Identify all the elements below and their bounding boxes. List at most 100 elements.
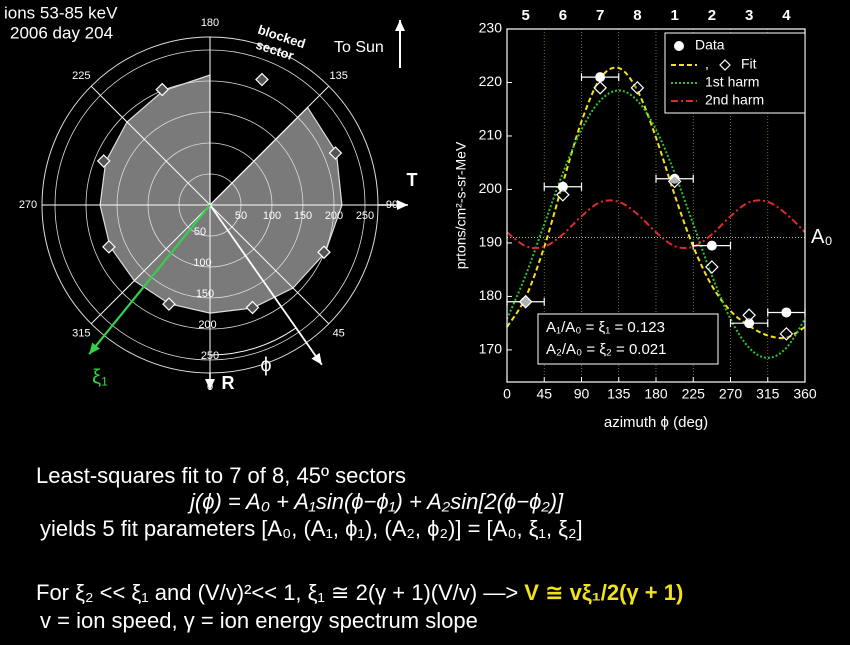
sector-label: 4 [782, 7, 791, 24]
fit-point [705, 260, 719, 274]
data-point [520, 296, 531, 307]
xi-arrow [88, 204, 211, 355]
t-label: T [407, 170, 418, 190]
fit-point [630, 80, 645, 95]
polar-fit-marker [328, 146, 343, 160]
phi-label: ϕ [260, 354, 271, 376]
polar-fit-marker [155, 82, 170, 97]
polar-r-label: 50 [235, 210, 247, 222]
annotation-box [537, 313, 719, 365]
polar-r-label: 50 [194, 226, 206, 238]
polar-r-label: 250 [356, 210, 374, 222]
polar-r-label: 200 [198, 319, 216, 331]
sector-label: 8 [633, 7, 641, 24]
polar-spoke [209, 204, 330, 325]
phi-arrow [209, 204, 323, 366]
x-tick-label: 225 [682, 386, 706, 402]
conclusion-result: V ≅ vξ₁/2(γ + 1) [524, 580, 683, 605]
sector-label: 6 [559, 7, 567, 24]
legend-label: Fit [741, 56, 757, 72]
polar-fit-marker [96, 154, 111, 168]
fit-point [667, 174, 682, 189]
polar-fit-marker [317, 245, 331, 260]
series-line [506, 199, 806, 250]
data-point [557, 181, 568, 192]
legend-joiner: , [705, 56, 709, 72]
y-tick-label: 180 [479, 287, 503, 303]
legend-marker [674, 41, 684, 51]
fit-point [593, 80, 607, 95]
polar-angle-label: 45 [333, 328, 345, 340]
conclusion-text: For ξ₂ << ξ₁ and (V/v)²<< 1, ξ₁ ≅ 2(γ + … [36, 580, 524, 605]
polar-fit-marker [245, 300, 260, 315]
fit-point [556, 187, 570, 202]
polar-r-label: 100 [193, 257, 211, 269]
fit-point [779, 327, 794, 341]
data-point [706, 240, 717, 251]
x-axis-title: azimuth ϕ (deg) [604, 414, 708, 431]
series-line [506, 66, 806, 340]
data-point [669, 173, 680, 184]
caption-line: Least-squares fit to 7 of 8, 45º sectors [36, 463, 406, 488]
x-tick-label: 270 [719, 386, 743, 402]
plot-frame [506, 28, 806, 383]
data-point [744, 318, 755, 329]
annotation: A₁/A₀ = ξ₁ = 0.123 [546, 319, 665, 336]
polar-spoke [90, 85, 211, 206]
caption-conclusion: For ξ₂ << ξ₁ and (V/v)²<< 1, ξ₁ ≅ 2(γ + … [36, 580, 683, 605]
polar-r-label: 250 [201, 350, 219, 362]
y-tick-label: 210 [479, 127, 503, 143]
r-label: R [222, 373, 235, 393]
y-tick-label: 230 [479, 20, 503, 36]
polar-r-label: 100 [263, 210, 281, 222]
polar-angle-label: 180 [201, 17, 219, 29]
sun-arrow-head [395, 20, 405, 31]
sector-label: 1 [670, 7, 678, 24]
caption-line: yields 5 fit parameters [A₀, (A₁, ϕ₁), (… [40, 516, 583, 541]
x-tick-label: 90 [574, 386, 590, 402]
sun-label: To Sun [334, 39, 384, 56]
data-point [595, 72, 606, 83]
sector-label: 7 [596, 7, 604, 24]
legend-label: 1st harm [705, 74, 759, 90]
sector-label: 3 [745, 7, 753, 24]
polar-r-label: 200 [325, 210, 343, 222]
ref-line-label: A₀ [811, 226, 833, 248]
x-tick-label: 45 [536, 386, 552, 402]
polar-fit-marker [102, 240, 116, 254]
polar-angle-label: 135 [330, 70, 348, 82]
phi-arrow-head [311, 352, 322, 365]
xi-label: ξ₁ [92, 366, 108, 388]
x-tick-label: 135 [607, 386, 631, 402]
polar-angle-label: 225 [72, 70, 90, 82]
y-axis-title: prtons/cm²-s-sr-MeV [453, 141, 469, 269]
sector-label: 2 [708, 7, 716, 24]
annotation: A₂/A₀ = ξ₂ = 0.021 [546, 341, 667, 358]
x-tick-label: 315 [756, 386, 780, 402]
y-tick-label: 190 [479, 234, 503, 250]
legend-marker [719, 59, 731, 71]
legend-label: 2nd harm [705, 92, 764, 108]
xi-arrow-head [89, 342, 100, 355]
polar-r-label: 150 [196, 288, 214, 300]
r-axis-head [205, 379, 215, 390]
polar-r-label: 150 [294, 210, 312, 222]
caption-equation: j(ϕ) = A₀ + A₁sin(ϕ−ϕ₁) + A₂sin[2(ϕ−ϕ₂)] [187, 489, 564, 514]
polar-subtitle: 2006 day 204 [10, 23, 113, 42]
y-tick-label: 170 [479, 341, 503, 357]
legend-box [664, 32, 806, 114]
fit-point [518, 294, 533, 309]
polar-fit-marker [255, 72, 269, 87]
t-axis-head [397, 200, 408, 210]
x-tick-label: 0 [503, 386, 511, 402]
legend-label: Data [695, 37, 725, 53]
polar-fit-marker [162, 297, 176, 311]
y-tick-label: 220 [479, 73, 503, 89]
polar-spoke [90, 204, 211, 325]
fit-point [742, 308, 756, 322]
polar-spoke [209, 85, 330, 206]
polar-angle-label: 315 [72, 328, 90, 340]
polar-title: ions 53-85 keV [4, 3, 118, 22]
y-tick-label: 200 [479, 180, 503, 196]
